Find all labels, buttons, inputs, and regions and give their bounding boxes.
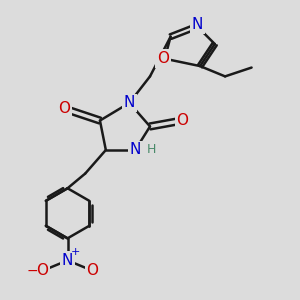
Text: H: H (147, 143, 156, 157)
Text: N: N (62, 253, 73, 268)
Text: N: N (124, 95, 135, 110)
Text: N: N (191, 17, 203, 32)
Text: −: − (26, 264, 38, 278)
Text: O: O (37, 263, 49, 278)
Text: O: O (87, 263, 99, 278)
Text: N: N (130, 142, 141, 158)
Text: +: + (71, 247, 80, 257)
Text: O: O (157, 51, 169, 66)
Text: O: O (176, 113, 188, 128)
Text: O: O (58, 101, 70, 116)
